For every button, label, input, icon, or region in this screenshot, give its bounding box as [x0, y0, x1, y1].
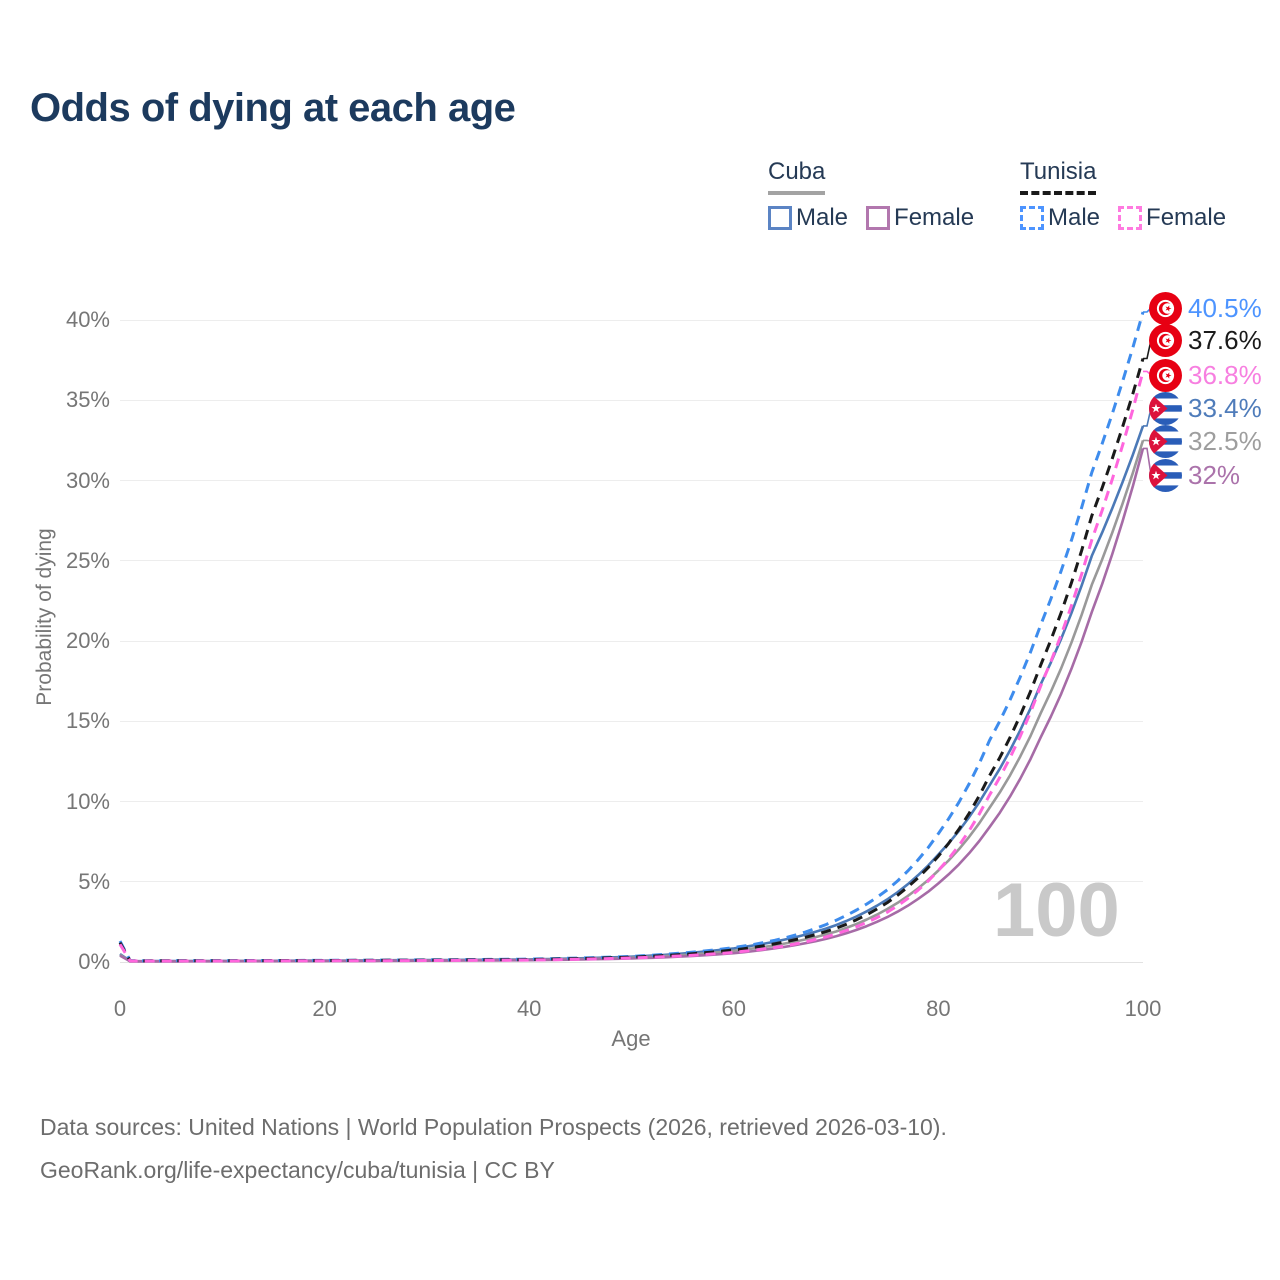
page-title: Odds of dying at each age [30, 86, 516, 130]
series-line-tunisia-male [118, 311, 1145, 963]
end-value-label-tunisia-both: 37.6% [1188, 325, 1262, 355]
tunisia-flag-icon [1149, 358, 1182, 392]
legend-group-tunisia: Tunisia Male Female [1020, 158, 1244, 232]
gridline-5 [120, 881, 1143, 883]
cuba-flag-icon [1149, 424, 1182, 458]
tunisia-flag-icon [1149, 291, 1182, 325]
tunisia-flag-badge [1149, 291, 1182, 325]
x-tick-label-60: 60 [721, 996, 747, 1021]
y-tick-label-10: 10% [65, 788, 110, 814]
gridline-40 [120, 319, 1143, 321]
y-tick-label-35: 35% [65, 387, 110, 413]
legend-swatch-cuba-male [768, 206, 792, 230]
cuba-flag-badge [1149, 458, 1182, 492]
footer-attribution: GeoRank.org/life-expectancy/cuba/tunisia… [40, 1157, 555, 1183]
tunisia-flag-icon [1149, 323, 1182, 357]
cuba-flag-badge [1149, 424, 1182, 458]
legend-item-tunisia-male[interactable]: Male [1020, 204, 1100, 232]
legend-item-cuba-female[interactable]: Female [866, 204, 974, 232]
legend-label: Female [894, 204, 975, 231]
legend-label: Female [1146, 204, 1227, 231]
legend-item-cuba-male[interactable]: Male [768, 204, 848, 232]
end-value-label-cuba-female: 32% [1188, 460, 1241, 490]
age-watermark: 100 [993, 868, 1120, 953]
gridline-20 [120, 640, 1143, 642]
gridline-25 [120, 560, 1143, 562]
y-tick-label-5: 5% [78, 868, 110, 894]
gridline-35 [120, 399, 1143, 401]
gridline-15 [120, 720, 1143, 722]
end-value-label-tunisia-female: 36.8% [1188, 360, 1262, 390]
y-tick-label-20: 20% [65, 628, 110, 653]
gridline-30 [120, 480, 1143, 481]
end-value-label-cuba-male: 33.4% [1188, 393, 1262, 423]
legend-swatch-tunisia-female [1118, 206, 1143, 230]
footer: Data sources: United Nations | World Pop… [40, 1106, 947, 1192]
legend-heading-cuba[interactable]: Cuba [768, 158, 826, 195]
series-line-cuba-male [119, 425, 1145, 963]
series-line-tunisia-both [118, 358, 1145, 963]
y-tick-label-25: 25% [65, 547, 110, 573]
y-tick-label-0: 0% [78, 949, 110, 974]
end-value-label-cuba-both: 32.5% [1188, 426, 1262, 456]
series-line-cuba-female [119, 448, 1145, 963]
y-tick-label-15: 15% [65, 708, 110, 734]
legend-swatch-cuba-female [866, 206, 891, 230]
legend-heading-tunisia[interactable]: Tunisia [1020, 158, 1097, 195]
x-tick-label-20: 20 [312, 996, 337, 1021]
legend-row-cuba: Male Female [768, 204, 992, 232]
series-line-cuba-both [119, 440, 1145, 963]
x-tick-label-0: 0 [113, 996, 127, 1021]
cuba-flag-icon [1149, 458, 1182, 492]
legend-swatch-tunisia-male [1020, 206, 1044, 230]
x-tick-label-80: 80 [926, 996, 951, 1021]
gridline-10 [120, 801, 1143, 802]
legend-label: Male [1048, 204, 1101, 231]
x-tick-label-40: 40 [516, 996, 542, 1021]
series-line-tunisia-female [118, 371, 1145, 963]
cuba-flag-badge [1149, 391, 1182, 425]
end-value-label-tunisia-male: 40.5% [1188, 293, 1262, 323]
tunisia-flag-badge [1149, 358, 1182, 392]
tunisia-flag-badge [1149, 323, 1182, 357]
x-axis-title: Age [611, 1026, 651, 1051]
legend-row-tunisia: Male Female [1020, 204, 1244, 232]
legend-group-cuba: Cuba Male Female [768, 158, 992, 232]
y-tick-label-30: 30% [65, 467, 110, 493]
legend-item-tunisia-female[interactable]: Female [1118, 204, 1226, 232]
x-tick-label-100: 100 [1124, 996, 1162, 1021]
legend-label: Male [796, 204, 849, 231]
y-tick-label-40: 40% [65, 307, 110, 332]
cuba-flag-icon [1149, 391, 1182, 425]
footer-data-sources: Data sources: United Nations | World Pop… [40, 1114, 947, 1140]
gridline-0 [120, 961, 1143, 963]
